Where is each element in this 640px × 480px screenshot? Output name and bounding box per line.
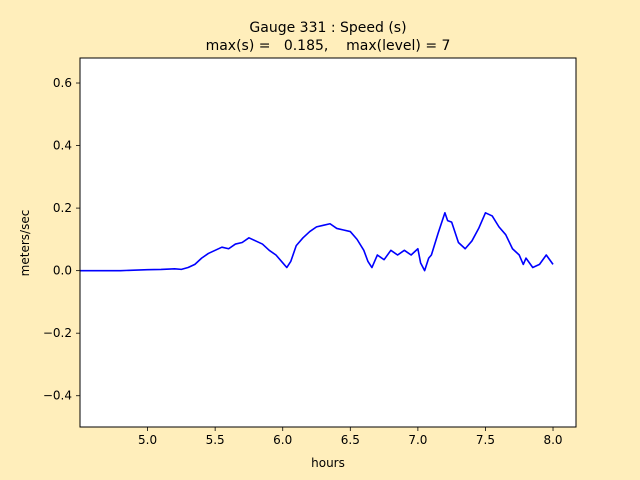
x-tick-label: 5.5	[206, 433, 225, 447]
chart-subtitle: max(s) = 0.185, max(level) = 7	[206, 38, 451, 54]
y-axis-ticks: −0.4 −0.2 0.0 0.2 0.4 0.6	[43, 76, 80, 403]
y-tick-label: 0.0	[53, 264, 72, 278]
y-tick-label: −0.2	[43, 326, 72, 340]
x-tick-label: 6.0	[273, 433, 292, 447]
y-tick-label: 0.2	[53, 201, 72, 215]
x-tick-label: 7.5	[476, 433, 495, 447]
x-tick-label: 7.0	[408, 433, 427, 447]
x-axis-ticks: 5.0 5.5 6.0 6.5 7.0 7.5 8.0	[138, 427, 563, 447]
x-axis-label: hours	[311, 456, 345, 470]
y-tick-label: 0.6	[53, 76, 72, 90]
x-tick-label: 8.0	[543, 433, 562, 447]
y-tick-label: 0.4	[53, 139, 72, 153]
chart-marks	[80, 211, 554, 272]
y-tick-label: −0.4	[43, 389, 72, 403]
plot-frame	[79, 57, 577, 428]
series-line-0	[80, 211, 554, 272]
x-tick-label: 6.5	[341, 433, 360, 447]
plot-area	[80, 58, 576, 427]
chart-title: Gauge 331 : Speed (s)	[249, 20, 406, 36]
y-axis-label: meters/sec	[18, 210, 32, 277]
x-tick-label: 5.0	[138, 433, 157, 447]
